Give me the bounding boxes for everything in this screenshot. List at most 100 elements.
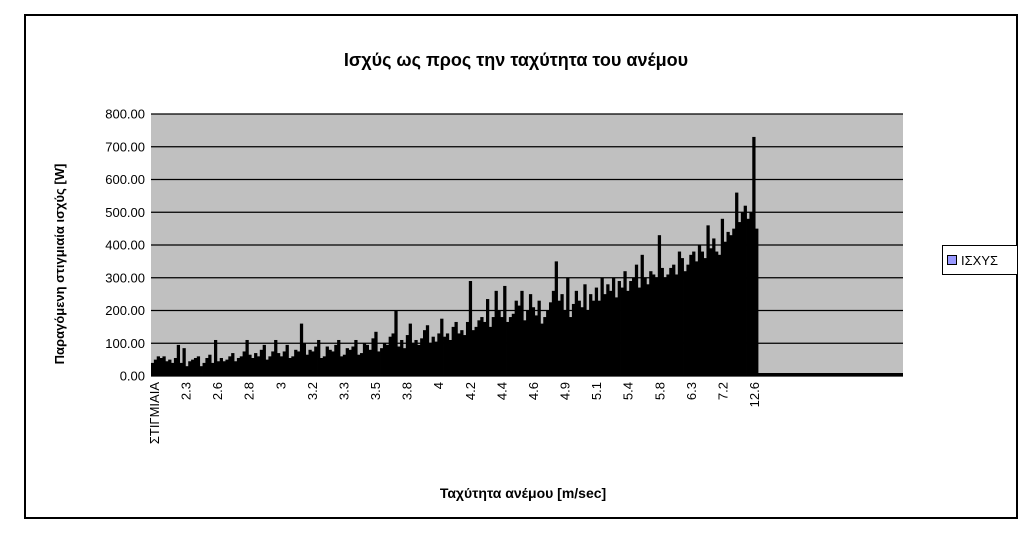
bar: [706, 225, 710, 376]
bar: [457, 333, 461, 376]
x-tick-label: 4: [431, 382, 446, 389]
legend-label: ΙΣΧΥΣ: [961, 252, 999, 268]
bar: [735, 192, 739, 376]
bar: [331, 351, 335, 376]
bar: [477, 320, 481, 376]
bar: [506, 321, 510, 376]
bar: [660, 267, 664, 376]
bar: [697, 245, 702, 376]
bar: [371, 338, 375, 376]
bar: [511, 313, 516, 376]
bar: [712, 238, 716, 376]
y-tick-label: 100.00: [105, 336, 145, 351]
bar: [279, 356, 284, 376]
bar: [614, 297, 619, 376]
bar: [268, 356, 272, 376]
bar: [231, 353, 235, 376]
bar: [239, 356, 244, 376]
bar: [603, 294, 607, 377]
bar: [480, 317, 484, 376]
bar: [360, 353, 364, 376]
bar: [626, 290, 630, 376]
bar: [391, 333, 395, 376]
bar: [743, 205, 747, 376]
bar: [737, 222, 742, 376]
bar: [523, 320, 527, 376]
bar: [382, 343, 387, 376]
x-tick-label: 12.6: [747, 382, 762, 407]
bar: [652, 274, 656, 376]
bar: [314, 346, 318, 376]
y-tick-label: 700.00: [105, 139, 145, 154]
bar: [285, 344, 289, 376]
bar: [374, 331, 378, 376]
bar: [692, 251, 696, 376]
baseline: [758, 373, 903, 376]
bar: [600, 277, 604, 376]
bar: [606, 284, 610, 376]
bar: [563, 310, 567, 376]
bar: [463, 335, 467, 376]
bar: [276, 353, 281, 376]
bar: [428, 343, 432, 376]
bar: [213, 339, 218, 376]
bar: [176, 344, 181, 376]
bar: [643, 277, 647, 376]
bar: [337, 339, 341, 376]
bar: [586, 310, 590, 376]
bar: [299, 323, 304, 376]
bar: [700, 251, 704, 376]
bar: [171, 362, 175, 376]
bar: [408, 323, 412, 376]
bar: [543, 317, 547, 376]
bar: [617, 281, 621, 376]
bar: [388, 336, 392, 376]
bar: [551, 290, 556, 376]
bar: [537, 300, 541, 376]
bar: [242, 351, 246, 376]
x-tick-label: 3.8: [400, 382, 415, 400]
x-tick-label: 3: [273, 382, 288, 389]
bar: [251, 357, 255, 376]
bar: [417, 344, 421, 376]
bar: [248, 354, 252, 376]
bar: [580, 307, 584, 376]
bar: [339, 356, 344, 376]
bar: [686, 264, 690, 376]
bar: [414, 339, 418, 376]
bar: [548, 302, 553, 376]
bar: [715, 251, 719, 376]
bar: [265, 359, 269, 377]
bar: [156, 356, 160, 376]
bar: [311, 351, 315, 376]
bar: [649, 271, 653, 376]
bar: [666, 274, 670, 376]
bar: [723, 241, 727, 376]
bar: [385, 344, 390, 376]
bar: [168, 359, 172, 377]
bar: [531, 307, 536, 376]
bar: [609, 290, 613, 376]
bar: [188, 361, 192, 376]
bar: [262, 344, 266, 376]
bar: [259, 349, 264, 376]
x-tick-label: 5.8: [652, 382, 667, 400]
y-tick-label: 600.00: [105, 172, 145, 187]
bar: [234, 361, 238, 376]
bar: [566, 277, 570, 376]
bar: [749, 212, 753, 376]
y-tick-label: 800.00: [105, 107, 145, 122]
bar: [574, 290, 579, 376]
bar: [151, 362, 155, 376]
y-axis-label: Παραγόμενη στιγμιαία ισχύς [W]: [52, 164, 67, 365]
bar: [222, 361, 226, 376]
bar: [431, 336, 435, 376]
x-tick-label: 4.2: [463, 382, 478, 400]
bar: [726, 231, 730, 376]
bar: [288, 357, 292, 376]
y-tick-label: 500.00: [105, 205, 145, 220]
bar: [577, 300, 581, 376]
x-tick-label: 4.6: [526, 382, 541, 400]
bar: [677, 251, 682, 376]
bar: [377, 351, 381, 376]
